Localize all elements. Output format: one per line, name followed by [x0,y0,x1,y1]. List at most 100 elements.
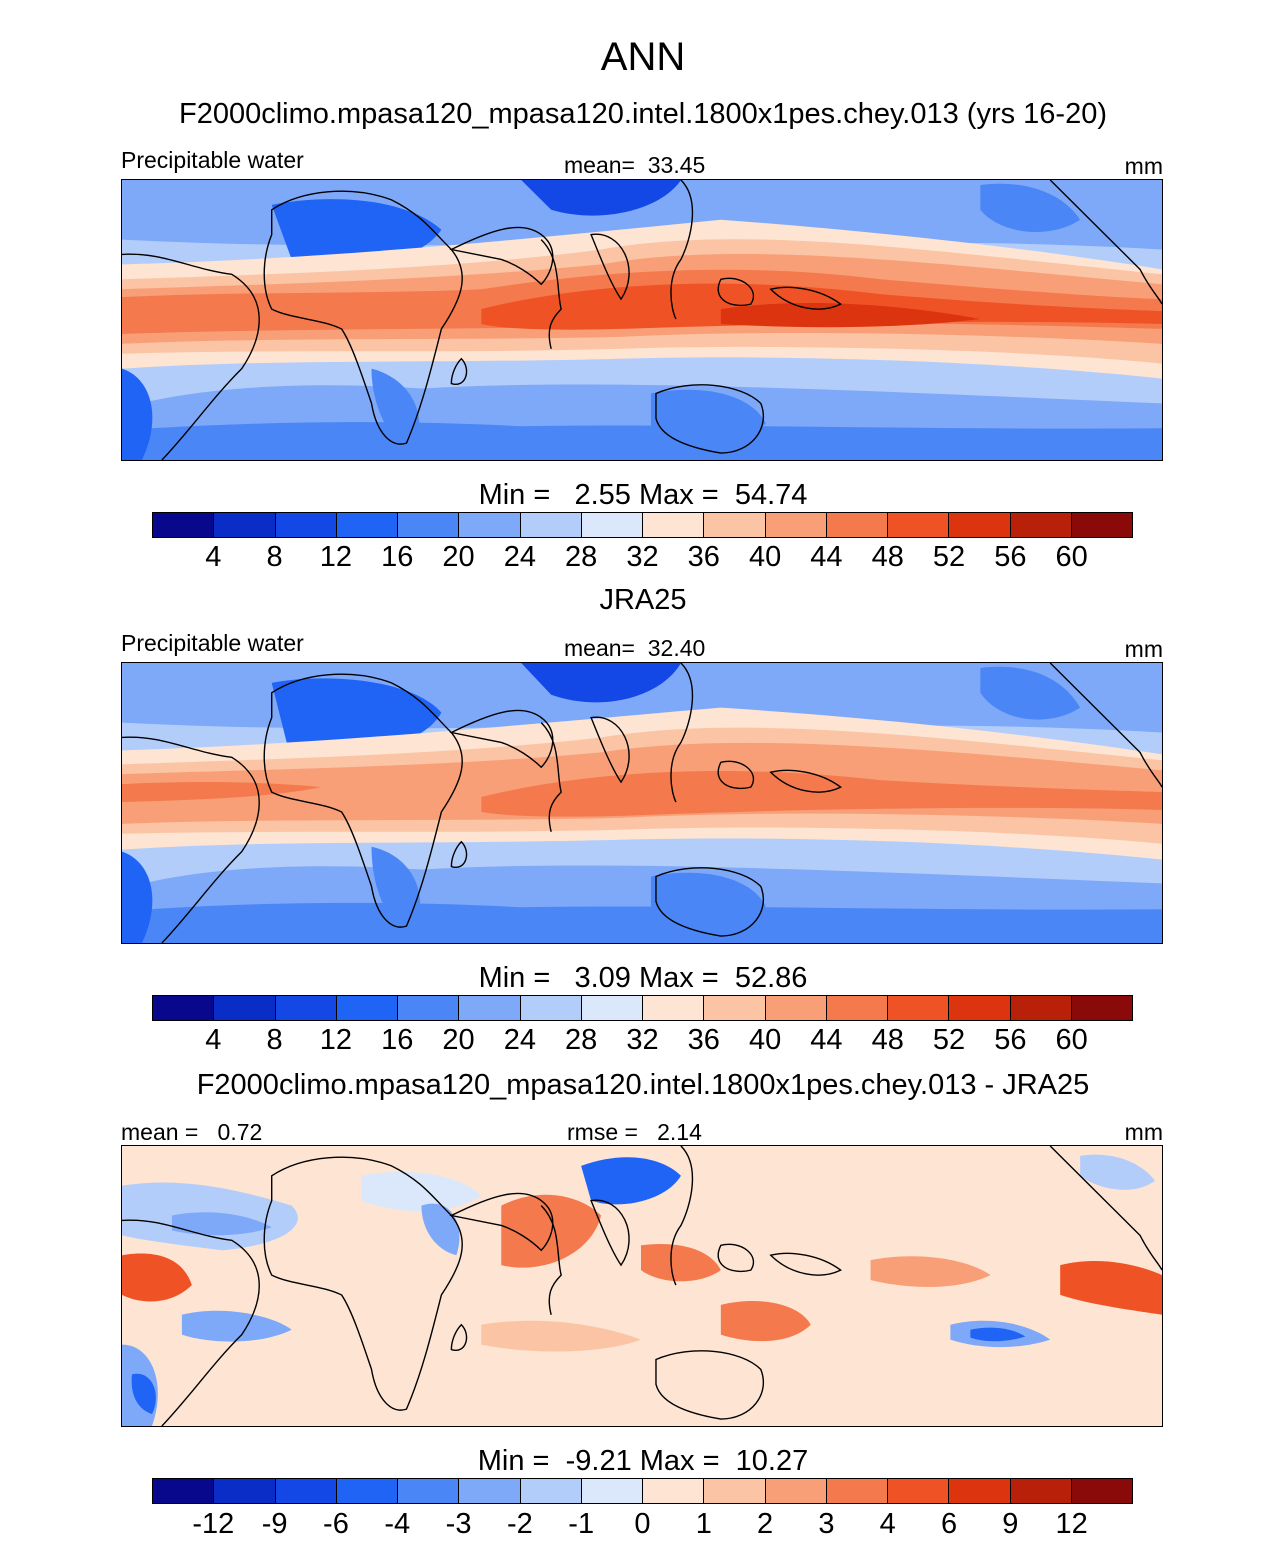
colorbar-swatch [949,996,1011,1020]
colorbar-swatch [153,996,215,1020]
colorbar-tick-label: 52 [932,541,966,573]
colorbar-swatch [398,1479,460,1503]
panel-3-map [121,1145,1163,1427]
colorbar-tick-label: 4 [205,541,222,573]
colorbar-tick-label: 16 [381,1024,414,1056]
colorbar-swatch [1071,1479,1132,1503]
main-title: ANN [600,35,686,79]
colorbar-tick-label: 48 [871,541,904,573]
colorbar-swatch [888,513,950,537]
colorbar-tick-label: -6 [323,1508,349,1540]
panel-3-title: F2000climo.mpasa120_mpasa120.intel.1800x… [196,1069,1090,1101]
colorbar-swatch [520,996,582,1020]
panel-3-minmax: Min = -9.21 Max = 10.27 [477,1445,809,1477]
colorbar-tick-label: 4 [879,1508,896,1540]
panel-2-map [121,662,1163,944]
colorbar-swatch [888,996,950,1020]
colorbar-swatch [581,996,643,1020]
panel-1-variable-label: Precipitable water [121,147,304,173]
colorbar-swatch [949,1479,1011,1503]
colorbar-swatch [214,513,276,537]
colorbar-tick-label: 44 [810,541,843,573]
colorbar-swatch [1010,513,1072,537]
colorbar-tick-label: 40 [748,1024,782,1056]
colorbar-swatch [704,996,766,1020]
panel-1-mean-label: mean= 33.45 [564,152,706,178]
colorbar-tick-label: 32 [626,541,659,573]
colorbar-swatch [275,996,337,1020]
colorbar-swatch [581,513,643,537]
colorbar-tick-label: -2 [506,1508,533,1540]
colorbar-swatch [336,513,398,537]
colorbar-tick-label: 6 [940,1508,958,1540]
colorbar-swatch [888,1479,950,1503]
colorbar-tick-label: 44 [810,1024,843,1056]
panel-2-mean-label: mean= 32.40 [564,635,706,661]
panel-1-minmax: Min = 2.55 Max = 54.74 [478,479,808,511]
colorbar-swatch [765,996,827,1020]
panel-2-title: JRA25 [599,584,687,616]
colorbar-swatch [398,513,460,537]
colorbar-tick-label: 12 [1055,1508,1088,1540]
panel-3-colorbar-ticks: -12 -9 -6 -4 -3 -2 -1 0 1 2 3 4 6 9 12 [152,1508,1133,1540]
panel-3-units-label: mm [1124,1119,1163,1145]
colorbar-tick-label: 16 [381,541,414,573]
colorbar-swatch [520,513,582,537]
colorbar-swatch [765,1479,827,1503]
colorbar-tick-label: -9 [261,1508,288,1540]
panel-1-units-label: mm [1124,153,1163,179]
colorbar-tick-label: 8 [266,541,283,573]
colorbar-swatch [765,513,827,537]
panel-3-mean-label: mean = 0.72 [121,1119,263,1145]
colorbar-tick-label: 24 [503,1024,537,1056]
panel-3-colorbar [152,1478,1133,1504]
colorbar-swatch [459,1479,521,1503]
colorbar-tick-label: 36 [687,1024,720,1056]
colorbar-tick-label: 56 [994,541,1027,573]
colorbar-swatch [1010,1479,1072,1503]
colorbar-swatch [153,513,215,537]
colorbar-swatch [1071,513,1132,537]
colorbar-swatch [153,1479,215,1503]
colorbar-tick-label: 8 [266,1024,283,1056]
colorbar-tick-label: 40 [748,541,782,573]
colorbar-swatch [1071,996,1132,1020]
colorbar-swatch [1010,996,1072,1020]
panel-3-rmse-label: rmse = 2.14 [567,1119,702,1145]
panel-2-colorbar [152,995,1133,1021]
colorbar-tick-label: -1 [568,1508,595,1540]
colorbar-tick-label: 1 [695,1508,712,1540]
colorbar-tick-label: 28 [565,541,598,573]
colorbar-swatch [398,996,460,1020]
colorbar-tick-label: 52 [932,1024,966,1056]
colorbar-tick-label: 20 [442,1024,475,1056]
colorbar-tick-label: 9 [1002,1508,1019,1540]
colorbar-swatch [643,1479,705,1503]
colorbar-swatch [643,513,705,537]
colorbar-swatch [275,1479,337,1503]
panel-1-colorbar-ticks: 4 8 12 16 20 24 28 32 36 40 44 48 52 56 60 [152,541,1133,573]
colorbar-tick-label: 36 [687,541,720,573]
colorbar-swatch [704,1479,766,1503]
colorbar-tick-label: 4 [205,1024,222,1056]
colorbar-swatch [581,1479,643,1503]
colorbar-tick-label: 2 [757,1508,774,1540]
colorbar-swatch [214,1479,276,1503]
colorbar-tick-label: 56 [994,1024,1027,1056]
colorbar-swatch [949,513,1011,537]
colorbar-swatch [643,996,705,1020]
colorbar-tick-label: 48 [871,1024,904,1056]
colorbar-swatch [826,1479,888,1503]
colorbar-tick-label: -12 [192,1508,235,1540]
colorbar-tick-label: 24 [503,541,537,573]
panel-2-variable-label: Precipitable water [121,630,304,656]
colorbar-tick-label: 60 [1055,541,1088,573]
panel-2-minmax: Min = 3.09 Max = 52.86 [478,962,808,994]
colorbar-swatch [459,996,521,1020]
colorbar-swatch [459,513,521,537]
colorbar-swatch [826,996,888,1020]
colorbar-tick-label: 12 [319,1024,353,1056]
colorbar-swatch [275,513,337,537]
colorbar-tick-label: 20 [442,541,475,573]
colorbar-swatch [704,513,766,537]
